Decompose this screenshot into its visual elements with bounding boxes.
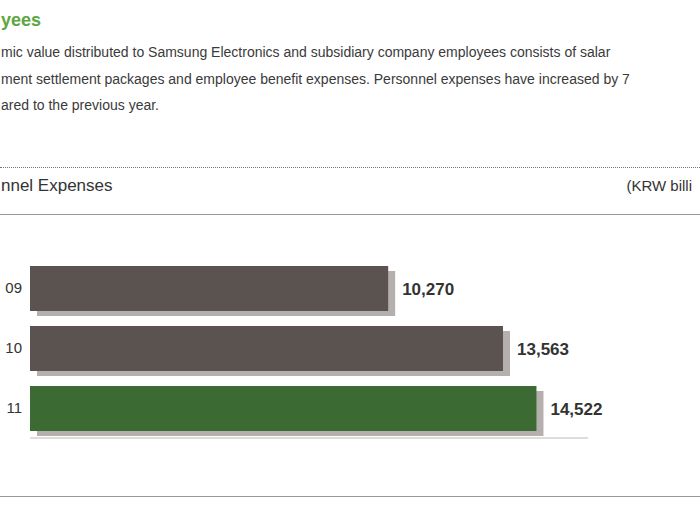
svg-text:14,522: 14,522	[550, 400, 602, 419]
html-text:yees: yees	[1, 10, 41, 30]
svg-text:10,270: 10,270	[402, 280, 454, 299]
html-text:(KRW billi: (KRW billi	[626, 177, 692, 194]
svg-text:11: 11	[8, 399, 22, 416]
html-text:ment settlement packages and e: ment settlement packages and employee be…	[1, 70, 630, 87]
html-text:ared to the previous year.: ared to the previous year.	[1, 97, 159, 113]
html-text:nnel Expenses: nnel Expenses	[1, 176, 113, 195]
svg-text:09: 09	[8, 279, 22, 296]
svg-text:10: 10	[8, 339, 22, 356]
html-text:mic value distributed to Samsu: mic value distributed to Samsung Electro…	[1, 44, 611, 60]
svg-text:13,563: 13,563	[517, 340, 569, 359]
